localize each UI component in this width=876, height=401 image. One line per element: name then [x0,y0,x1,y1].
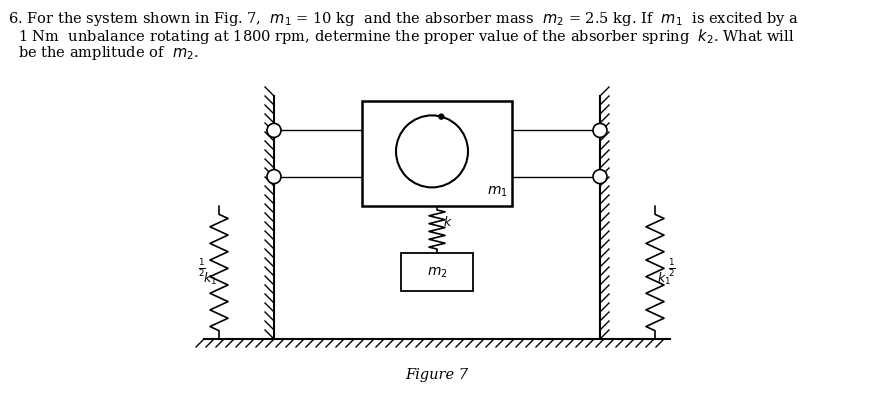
Bar [362,102,512,207]
Text: 6. For the system shown in Fig. 7,  $m_1$ = 10 kg  and the absorber mass  $m_2$ : 6. For the system shown in Fig. 7, $m_1$… [8,10,799,28]
Text: $k_1$: $k_1$ [203,270,217,286]
Text: $k$: $k$ [443,215,453,229]
Text: Figure 7: Figure 7 [406,367,469,381]
Text: $m_1$: $m_1$ [487,184,508,198]
Bar [401,253,473,291]
Text: be the amplitude of  $m_2$.: be the amplitude of $m_2$. [18,44,199,62]
Circle shape [593,170,607,184]
Circle shape [267,124,281,138]
Circle shape [593,124,607,138]
Text: $\frac{1}{2}$: $\frac{1}{2}$ [199,257,206,279]
Circle shape [439,115,444,120]
Circle shape [267,170,281,184]
Text: $k_1$: $k_1$ [657,270,671,286]
Text: $m_2$: $m_2$ [427,265,448,279]
Text: 1 Nm  unbalance rotating at 1800 rpm, determine the proper value of the absorber: 1 Nm unbalance rotating at 1800 rpm, det… [18,27,795,46]
Text: $\frac{1}{2}$: $\frac{1}{2}$ [668,257,675,279]
